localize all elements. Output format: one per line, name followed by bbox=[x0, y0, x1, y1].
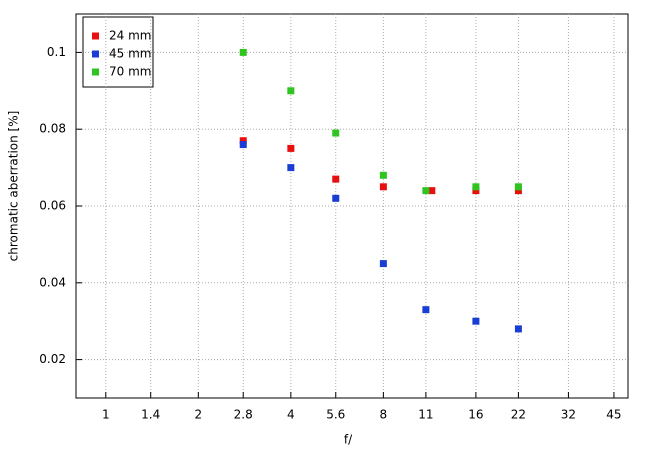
data-point bbox=[332, 129, 340, 137]
legend-label: 45 mm bbox=[109, 47, 151, 61]
legend-swatch bbox=[92, 32, 99, 40]
data-point bbox=[287, 164, 295, 172]
data-point bbox=[332, 175, 340, 183]
x-tick-label: 11 bbox=[418, 408, 433, 422]
data-point bbox=[239, 141, 247, 149]
x-tick-label: 22 bbox=[511, 408, 526, 422]
legend-label: 70 mm bbox=[109, 65, 151, 79]
data-point bbox=[332, 194, 340, 202]
y-tick-label: 0.04 bbox=[39, 275, 66, 289]
data-point bbox=[472, 317, 480, 325]
y-tick-label: 0.02 bbox=[39, 352, 66, 366]
y-axis-label: chromatic aberration [%] bbox=[7, 111, 21, 262]
x-tick-label: 16 bbox=[468, 408, 483, 422]
x-tick-label: 2 bbox=[194, 408, 202, 422]
x-tick-label: 32 bbox=[561, 408, 576, 422]
data-point bbox=[472, 187, 480, 195]
data-point bbox=[514, 325, 522, 333]
data-point bbox=[379, 260, 387, 268]
data-point bbox=[514, 183, 522, 191]
y-tick-label: 0.06 bbox=[39, 199, 66, 213]
legend-swatch bbox=[92, 68, 99, 76]
x-tick-label: 1.4 bbox=[141, 408, 160, 422]
data-point bbox=[514, 187, 522, 195]
x-tick-label: 4 bbox=[287, 408, 295, 422]
data-point bbox=[287, 87, 295, 95]
data-point bbox=[239, 48, 247, 56]
data-point bbox=[287, 144, 295, 152]
y-tick-label: 0.1 bbox=[47, 45, 66, 59]
x-tick-label: 8 bbox=[380, 408, 388, 422]
x-tick-label: 5.6 bbox=[326, 408, 345, 422]
x-axis-label: f/ bbox=[344, 433, 353, 447]
y-tick-label: 0.08 bbox=[39, 122, 66, 136]
data-point bbox=[428, 187, 436, 195]
x-tick-label: 2.8 bbox=[234, 408, 253, 422]
data-point bbox=[422, 187, 430, 195]
data-point bbox=[472, 183, 480, 191]
data-point bbox=[239, 137, 247, 145]
data-point bbox=[379, 183, 387, 191]
data-point bbox=[379, 171, 387, 179]
legend-label: 24 mm bbox=[109, 29, 151, 43]
data-point bbox=[422, 306, 430, 314]
x-tick-label: 1 bbox=[102, 408, 110, 422]
legend-swatch bbox=[92, 50, 99, 58]
x-tick-label: 45 bbox=[606, 408, 621, 422]
